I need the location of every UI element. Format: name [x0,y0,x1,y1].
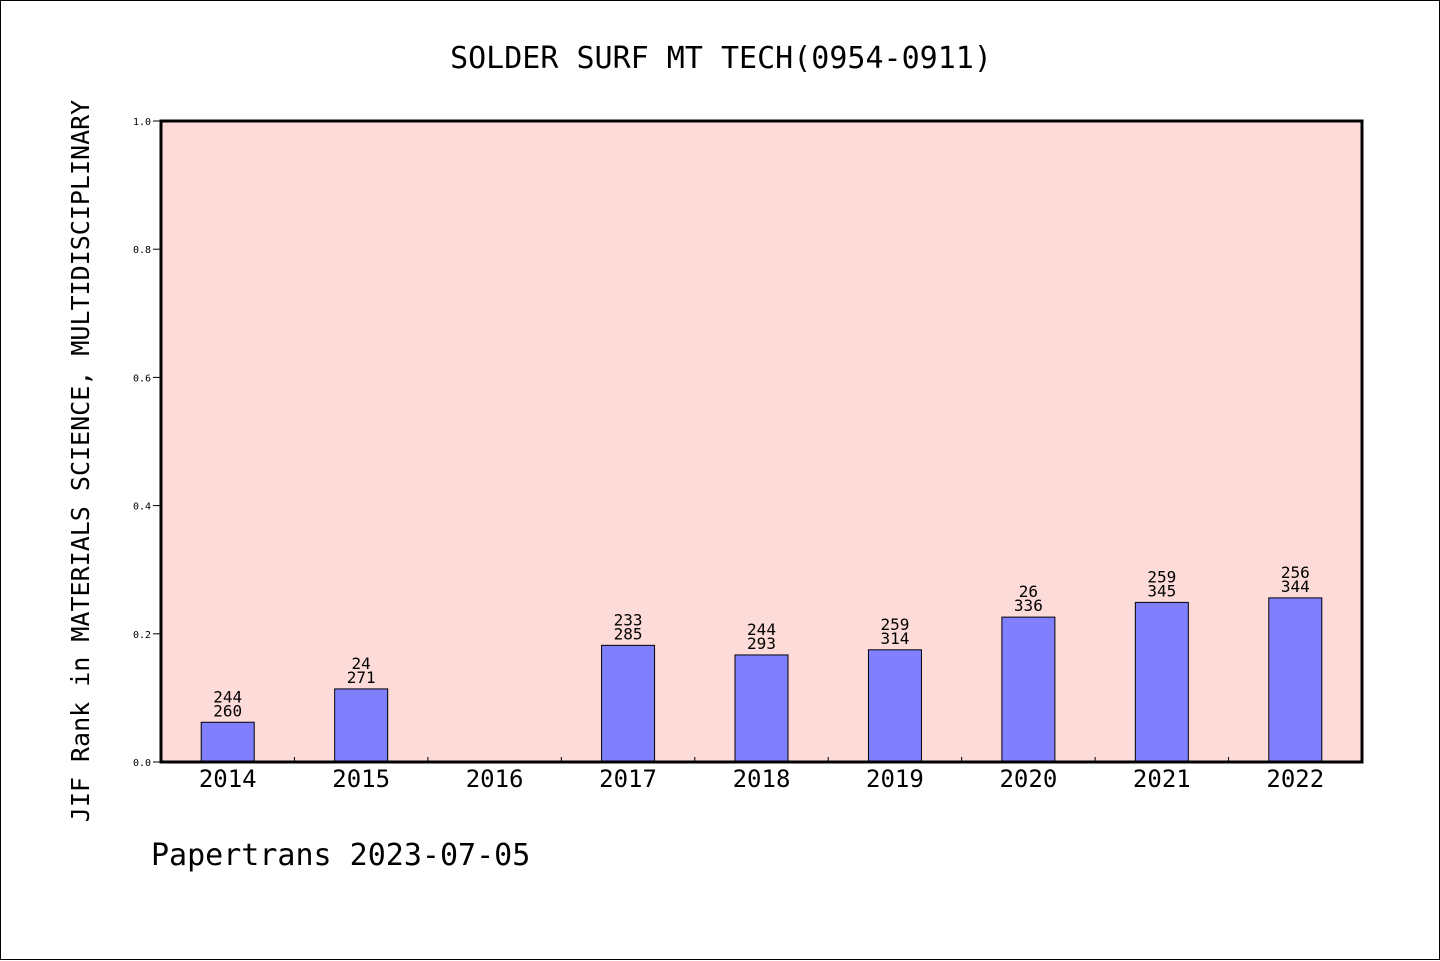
x-tick-label-2019: 2019 [866,765,924,793]
x-tick-label-2015: 2015 [332,765,390,793]
y-axis-label: JIF Rank in MATERIALS SCIENCE, MULTIDISC… [66,100,95,822]
data-label-rank-2018: 244 [747,620,776,639]
y-tick-label-0.0: 0.0 [133,758,151,769]
data-label-total-2022: 344 [1281,577,1310,596]
bar-2022 [1268,597,1323,763]
data-label-rank-2022: 256 [1281,563,1310,582]
data-label-rank-2019: 259 [880,615,909,634]
data-label-rank-2014: 244 [213,687,242,706]
data-label-rank-2015: 24 [352,654,371,673]
data-label-total-2021: 345 [1147,581,1176,600]
data-label-total-2017: 285 [614,624,643,643]
bar-2015 [334,688,389,763]
data-label-rank-2017: 233 [614,610,643,629]
x-tick-label-2022: 2022 [1266,765,1324,793]
x-tick-label-2016: 2016 [466,765,524,793]
bar-2020 [1001,616,1056,763]
data-label-total-2014: 260 [213,701,242,720]
data-label-total-2019: 314 [880,629,909,648]
bar-2018 [734,654,789,763]
bar-2014 [200,721,255,763]
data-label-total-2018: 293 [747,634,776,653]
data-label-rank-2021: 259 [1147,567,1176,586]
x-tick-label-2018: 2018 [733,765,791,793]
x-tick-label-2014: 2014 [199,765,257,793]
chart-title: SOLDER SURF MT TECH(0954-0911) [450,41,992,76]
y-tick-label-0.6: 0.6 [133,373,151,384]
x-tick-label-2021: 2021 [1133,765,1191,793]
bar-2017 [601,644,656,763]
x-tick-label-2020: 2020 [999,765,1057,793]
bar-2021 [1134,601,1189,763]
y-tick-label-0.8: 0.8 [133,245,151,256]
data-label-rank-2020: 26 [1019,582,1038,601]
plot-border [159,119,1364,764]
y-tick-label-0.2: 0.2 [133,630,151,641]
ticks-layer: 2014 2015 2016 2017 2018 2019 2020 2021 2022 0.0 0… [133,117,1324,793]
data-label-total-2015: 271 [347,668,376,687]
x-tick-label-2017: 2017 [599,765,657,793]
y-tick-label-1.0: 1.0 [133,117,151,128]
data-label-total-2020: 336 [1014,596,1043,615]
y-tick-label-0.4: 0.4 [133,502,151,513]
footer-credit: Papertrans 2023-07-05 [151,838,530,873]
bar-2019 [867,649,922,763]
